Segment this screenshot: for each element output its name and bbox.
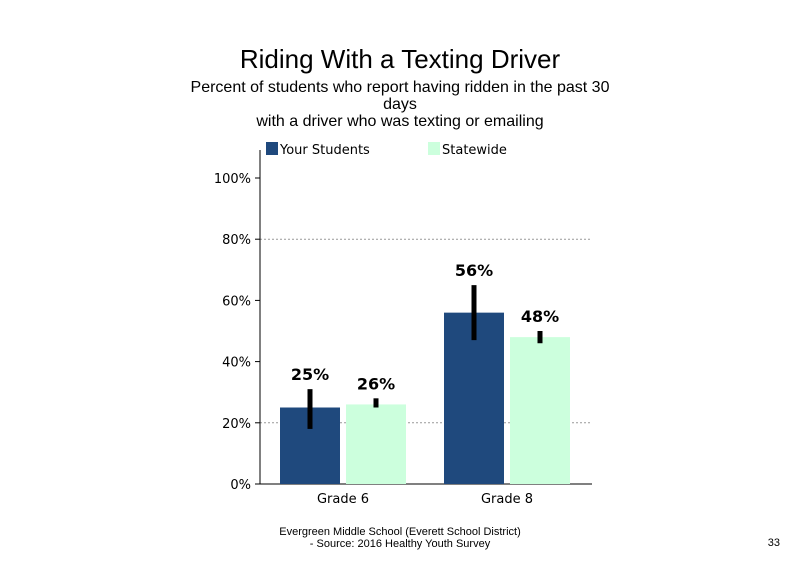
x-tick-label: Grade 8 [481,492,533,507]
data-label: 26% [357,374,395,393]
footer-school: Evergreen Middle School (Everett School … [279,526,521,538]
y-tick-label: 0% [230,478,251,493]
subtitle-line-3: with a driver who was texting or emailin… [256,113,544,130]
x-tick-label: Grade 6 [317,492,369,507]
legend-label: Statewide [442,143,507,158]
bar-statewide-grade-6 [346,404,406,484]
bar-your-students-grade-8 [444,312,504,484]
data-label: 48% [521,307,559,326]
data-label: 56% [455,261,493,280]
y-tick-label: 40% [222,356,251,371]
y-tick-label: 60% [222,294,251,309]
y-tick-label: 100% [214,172,251,187]
legend-swatch-statewide [428,142,440,155]
page-number: 33 [767,537,780,549]
bar-statewide-grade-8 [510,337,570,484]
y-tick-label: 80% [222,233,251,248]
legend-swatch-your-students [266,142,278,155]
chart-title: Riding With a Texting Driver [239,44,561,74]
footer-survey: - Source: 2016 Healthy Youth Survey [309,538,491,550]
subtitle-line-2: days [383,96,417,113]
y-tick-label: 20% [222,417,251,432]
subtitle-line-1: Percent of students who report having ri… [190,79,610,96]
data-label: 25% [291,365,329,384]
chart-subtitle: Percent of students who report having ri… [170,79,630,130]
footer-source: Evergreen Middle School (Everett School … [250,526,550,550]
legend-label: Your Students [279,143,370,158]
